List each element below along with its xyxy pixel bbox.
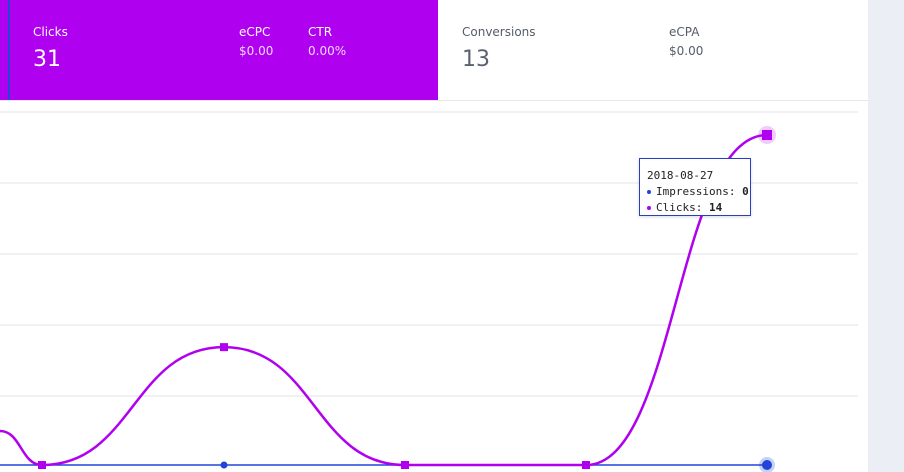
conversions-value: 13 xyxy=(462,47,490,72)
page-background-strip xyxy=(868,0,904,472)
clicks-legend-dot xyxy=(647,206,651,210)
clicks-point-0[interactable] xyxy=(38,461,46,469)
impressions-point-4[interactable] xyxy=(762,460,772,470)
chart-canvas xyxy=(0,111,858,472)
chart-tooltip: 2018-08-27 Impressions: 0 Clicks: 14 xyxy=(639,158,751,216)
tooltip-impressions-row: Impressions: 0 xyxy=(647,184,750,200)
tooltip-clicks-label: Clicks: xyxy=(656,201,703,214)
active-indicator xyxy=(8,0,10,100)
chart-points xyxy=(38,126,776,472)
clicks-point-2[interactable] xyxy=(401,461,409,469)
conversions-label: Conversions xyxy=(462,25,536,39)
tooltip-impressions-label: Impressions: xyxy=(656,185,736,198)
clicks-point-4[interactable] xyxy=(762,130,772,140)
tooltip-date: 2018-08-27 xyxy=(647,169,714,182)
clicks-point-3[interactable] xyxy=(582,461,590,469)
tooltip-impressions-value: 0 xyxy=(742,185,749,198)
ctr-label: CTR xyxy=(308,25,333,39)
ecpc-label: eCPC xyxy=(239,25,271,39)
ecpa-value: $0.00 xyxy=(669,44,704,58)
tooltip-clicks-row: Clicks: 14 xyxy=(647,200,750,216)
clicks-series-line xyxy=(0,133,768,467)
impressions-legend-dot xyxy=(647,190,651,194)
line-chart xyxy=(0,100,868,472)
ctr-value: 0.00% xyxy=(308,44,347,58)
stats-summary-row: Clicks 31 eCPC $0.00 CTR 0.00% Conversio… xyxy=(0,0,868,101)
ecpa-label: eCPA xyxy=(669,25,700,39)
clicks-stat-card[interactable]: Clicks 31 eCPC $0.00 CTR 0.00% xyxy=(0,0,438,100)
clicks-value: 31 xyxy=(33,47,61,72)
impressions-point-1[interactable] xyxy=(220,461,228,469)
stats-panel: Clicks 31 eCPC $0.00 CTR 0.00% Conversio… xyxy=(0,0,868,472)
chart-series xyxy=(0,133,768,467)
clicks-label: Clicks xyxy=(33,25,68,39)
clicks-point-1[interactable] xyxy=(220,343,228,352)
chart-gridlines xyxy=(0,111,858,397)
ecpc-value: $0.00 xyxy=(239,44,274,58)
tooltip-clicks-value: 14 xyxy=(708,201,723,214)
